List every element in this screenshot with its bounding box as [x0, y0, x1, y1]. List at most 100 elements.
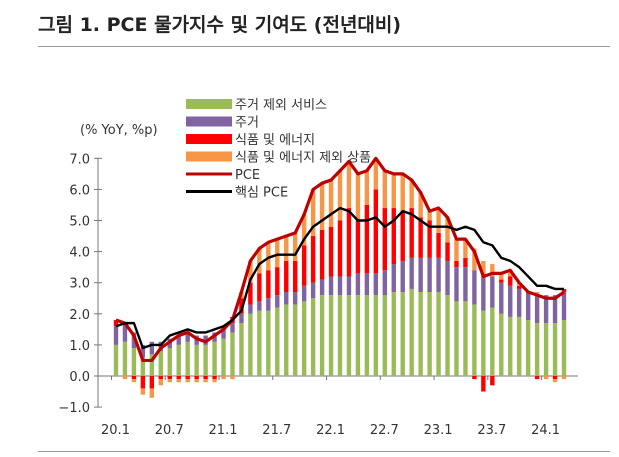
bar-segment: [158, 376, 163, 380]
y-tick-label: −1.0: [58, 401, 90, 416]
bar-segment: [167, 379, 172, 383]
bar-segment: [149, 354, 155, 376]
bar-segment: [328, 295, 334, 376]
bar-segment: [472, 376, 477, 380]
bar-segment: [490, 307, 495, 376]
y-tick-label: 6.0: [69, 183, 90, 198]
bar-segment: [543, 376, 549, 380]
bar-segment: [472, 270, 477, 305]
bar-segment: [355, 273, 361, 296]
bar-segment: [203, 376, 208, 380]
bar-segment: [552, 295, 558, 324]
bar-segment: [319, 183, 325, 230]
bar-segment: [499, 279, 504, 283]
bar-segment: [400, 260, 405, 293]
bar-segment: [427, 211, 432, 221]
bar-segment: [293, 304, 298, 376]
series-line: [115, 206, 564, 350]
bar-segment: [409, 288, 414, 376]
bar-segment: [552, 323, 558, 376]
bar-segment: [167, 348, 172, 376]
bar-segment: [364, 204, 370, 274]
series-line: [115, 156, 565, 363]
bar-segment: [337, 220, 343, 277]
bar-segment: [257, 310, 262, 376]
bar-segment: [284, 260, 289, 293]
bar-segment: [418, 217, 423, 258]
bar-segment: [346, 161, 352, 209]
y-axis-label: (% YoY, %p): [80, 123, 158, 138]
bar-segment: [418, 292, 423, 376]
x-tick-label: 22.7: [370, 423, 399, 438]
bar-segment: [176, 344, 181, 376]
bar-segment: [481, 260, 486, 277]
bar-segment: [131, 348, 137, 376]
y-tick-label: 4.0: [69, 246, 90, 261]
bar-segment: [319, 229, 325, 280]
legend-swatch: [186, 151, 232, 162]
bar-segment: [418, 192, 423, 218]
bar-segment: [517, 288, 522, 317]
x-tick-label: 21.1: [209, 423, 238, 438]
bar-segment: [436, 257, 441, 293]
legend-label: 주거 제외 서비스: [235, 98, 327, 113]
bar-segment: [525, 292, 531, 321]
bar-segment: [337, 295, 343, 376]
bar-segment: [346, 208, 352, 277]
bar-segment: [319, 295, 325, 376]
bar-segment: [239, 298, 244, 314]
bar-segment: [373, 158, 379, 190]
bar-segment: [248, 282, 253, 305]
bar-segment: [499, 313, 504, 376]
bar-segment: [266, 298, 271, 311]
legend-label: 주거: [235, 116, 259, 131]
legend-label: 식품 및 에너지 제외 상품: [235, 151, 371, 166]
bar-segment: [445, 217, 450, 243]
bar-segment: [328, 276, 334, 296]
x-tick-label: 21.7: [262, 423, 291, 438]
chart-title: 그림 1. PCE 물가지수 및 기여도 (전년대비): [38, 14, 402, 36]
bar-segment: [212, 341, 217, 376]
bar-segment: [301, 245, 307, 286]
legend-swatch: [186, 116, 232, 127]
bar-segment: [266, 242, 271, 271]
bar-segment: [481, 276, 486, 311]
bar-segment: [185, 341, 190, 376]
bar-segment: [221, 376, 226, 380]
bar-segment: [561, 320, 567, 376]
bar-segment: [454, 239, 459, 261]
bar-segment: [212, 379, 217, 383]
bar-segment: [391, 208, 396, 265]
bar-segment: [319, 279, 325, 296]
top-rule: [38, 46, 610, 47]
bar-segment: [472, 304, 477, 376]
bar-segment: [293, 292, 298, 305]
bar-segment: [266, 310, 271, 376]
bar-segment: [355, 220, 361, 274]
bar-segment: [284, 304, 289, 376]
x-tick-label: 20.1: [101, 423, 130, 438]
bar-segment: [346, 276, 352, 296]
bar-segment: [266, 270, 271, 299]
bar-segment: [221, 338, 226, 376]
y-tick-label: 3.0: [69, 277, 90, 292]
bar-segment: [293, 232, 298, 261]
bar-segment: [454, 260, 459, 268]
bar-segment: [534, 295, 540, 324]
bar-segment: [149, 388, 155, 398]
bar-segment: [185, 379, 190, 383]
bar-segment: [490, 264, 495, 277]
bar-segment: [122, 323, 128, 342]
legend-label: 식품 및 에너지: [235, 133, 315, 148]
legend-label: PCE: [235, 168, 260, 183]
bar-segment: [122, 341, 128, 376]
bar-segment: [239, 313, 244, 324]
bar-segment: [140, 344, 146, 358]
bar-segment: [310, 298, 316, 376]
bar-segment: [543, 323, 549, 376]
bar-segment: [508, 316, 513, 376]
bar-segment: [185, 376, 190, 380]
bar-segment: [337, 170, 343, 221]
bar-segment: [167, 376, 172, 380]
